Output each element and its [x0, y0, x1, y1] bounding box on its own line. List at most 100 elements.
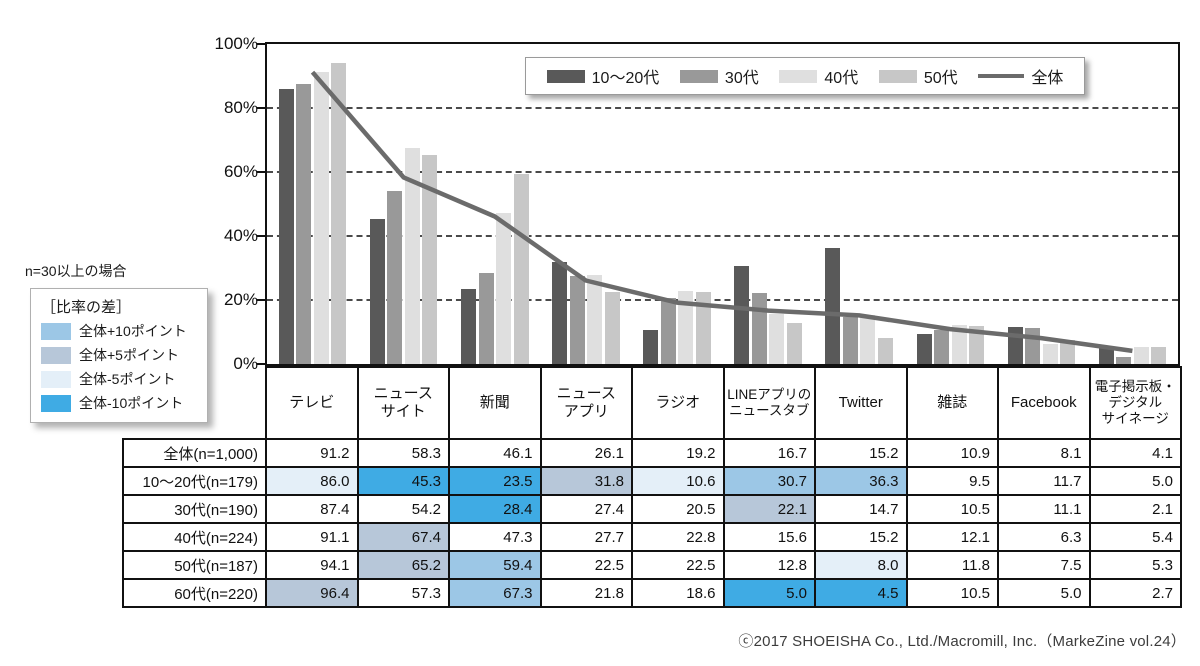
- bar-30代-電子掲示板・デジタルサイネージ: [1116, 357, 1132, 364]
- table-cell: 10.5: [905, 578, 999, 608]
- table-cell: 45.3: [356, 466, 450, 496]
- ratio-diff-items: 全体+10ポイント 全体+5ポイント 全体-5ポイント 全体-10ポイント: [41, 321, 199, 413]
- table-cell: 58.3: [356, 438, 450, 468]
- bar-40代-新聞: [496, 212, 511, 364]
- table-cell: 18.6: [631, 578, 725, 608]
- bar-50代-ラジオ: [695, 292, 711, 364]
- results-table: テレビ ニュース サイト 新聞 ニュース アプリ ラジオ LINEアプリの ニュースタブ T…: [122, 366, 1182, 608]
- gridline: [267, 171, 1178, 173]
- table-cell: 23.5: [448, 466, 542, 496]
- table-cell: 59.4: [448, 550, 542, 580]
- table-row: 40代(n=224) 91.1 67.4 47.3 27.7 22.8 15.6 15.2 12…: [122, 522, 1182, 552]
- bar-10〜20代-ニュースアプリ: [552, 262, 568, 364]
- legend-label: 10〜20代: [591, 70, 660, 87]
- legend-swatch: [546, 69, 585, 83]
- bar-10〜20代-ラジオ: [643, 330, 659, 364]
- table-header-cell: 雑誌: [905, 366, 999, 440]
- table-row: 全体(n=1,000) 91.2 58.3 46.1 26.1 19.2 16.7 15.2 1…: [122, 438, 1182, 468]
- bar-30代-Facebook: [1025, 328, 1041, 364]
- bar-10〜20代-雑誌: [916, 333, 932, 364]
- table-cell: 46.1: [448, 438, 542, 468]
- bar-10〜20代-ニュースサイト: [369, 219, 385, 364]
- table-cell: 86.0: [265, 466, 359, 496]
- legend-item-10〜20代: 10〜20代: [546, 64, 660, 88]
- bar-40代-Twitter: [860, 315, 876, 364]
- table-cell: 10.9: [905, 438, 999, 468]
- legend-item-全体: 全体: [978, 64, 1063, 88]
- table-cell: 15.2: [814, 438, 908, 468]
- bar-50代-ニュースアプリ: [604, 292, 620, 364]
- table-cell: 26.1: [539, 438, 633, 468]
- ratio-diff-item: 全体-5ポイント: [41, 369, 199, 389]
- table-row-label: 60代(n=220): [122, 578, 267, 608]
- table-cell: 22.5: [631, 550, 725, 580]
- ratio-diff-label: 全体+5ポイント: [79, 347, 179, 363]
- y-axis-tick: [257, 235, 265, 237]
- table-cell: 54.2: [356, 494, 450, 524]
- table-cell: 5.3: [1088, 550, 1182, 580]
- bar-50代-ニュースサイト: [422, 155, 438, 364]
- table-cell: 31.8: [539, 466, 633, 496]
- legend-swatch: [779, 69, 818, 83]
- table-cell: 30.7: [722, 466, 816, 496]
- legend-item-50代: 50代: [878, 64, 958, 88]
- table-cell: 12.8: [722, 550, 816, 580]
- table-cell: 8.1: [997, 438, 1091, 468]
- y-axis-label: 0%: [233, 354, 258, 373]
- table-cell: 65.2: [356, 550, 450, 580]
- ratio-diff-box: ［比率の差］ 全体+10ポイント 全体+5ポイント 全体-5ポイント 全体-10ポイン…: [30, 288, 208, 423]
- bar-10〜20代-LINEアプリのニュースタブ: [734, 265, 750, 364]
- table-cell: 27.7: [539, 522, 633, 552]
- table-cell: 22.5: [539, 550, 633, 580]
- legend-label: 30代: [724, 70, 759, 87]
- y-axis-tick: [257, 363, 265, 365]
- bar-10〜20代-Facebook: [1007, 326, 1023, 364]
- table-cell: 22.8: [631, 522, 725, 552]
- y-axis-label: 20%: [223, 290, 258, 309]
- table-cell: 9.5: [905, 466, 999, 496]
- table-row-label: 10〜20代(n=179): [122, 466, 267, 496]
- bar-50代-電子掲示板・デジタルサイネージ: [1151, 347, 1167, 364]
- bar-50代-Twitter: [877, 338, 893, 364]
- table-cell: 19.2: [631, 438, 725, 468]
- table-header-cell: Twitter: [814, 366, 908, 440]
- legend-swatch: [679, 69, 718, 83]
- y-axis-tick: [257, 171, 265, 173]
- bar-40代-LINEアプリのニュースタブ: [769, 314, 785, 364]
- y-axis-label: 80%: [223, 98, 258, 117]
- table-cell: 12.1: [905, 522, 999, 552]
- table-cell: 5.0: [722, 578, 816, 608]
- bar-40代-ラジオ: [678, 291, 694, 364]
- bar-30代-テレビ: [296, 84, 312, 364]
- bar-40代-ニュースアプリ: [587, 275, 603, 364]
- table-row-label: 40代(n=224): [122, 522, 267, 552]
- ratio-diff-swatch: [41, 370, 71, 388]
- legend-label: 全体: [1031, 70, 1064, 87]
- table-cell: 96.4: [265, 578, 359, 608]
- y-axis-label: 40%: [223, 226, 258, 245]
- ratio-diff-item: 全体+10ポイント: [41, 321, 199, 341]
- bar-30代-新聞: [478, 273, 494, 364]
- table-cell: 6.3: [997, 522, 1091, 552]
- table-cell: 21.8: [539, 578, 633, 608]
- table-cell: 4.1: [1088, 438, 1182, 468]
- bar-40代-テレビ: [313, 72, 329, 364]
- table-header-cell: Facebook: [997, 366, 1091, 440]
- y-axis-tick: [257, 43, 265, 45]
- table-cell: 11.8: [905, 550, 999, 580]
- table-cell: 7.5: [997, 550, 1091, 580]
- gridline: [267, 235, 1178, 237]
- table-cell: 4.5: [814, 578, 908, 608]
- plot-inner: [267, 44, 1178, 364]
- y-axis-tick: [257, 107, 265, 109]
- table-row: 30代(n=190) 87.4 54.2 28.4 27.4 20.5 22.1 14.7 10…: [122, 494, 1182, 524]
- bar-50代-新聞: [513, 173, 529, 364]
- bar-30代-ニュースサイト: [387, 190, 403, 364]
- legend-line-sample: [978, 74, 1025, 78]
- table-cell: 2.1: [1088, 494, 1182, 524]
- bar-40代-雑誌: [951, 325, 967, 364]
- legend-label: 40代: [824, 70, 859, 87]
- bar-10〜20代-電子掲示板・デジタルサイネージ: [1098, 348, 1114, 364]
- bar-50代-LINEアプリのニュースタブ: [786, 323, 802, 364]
- ratio-diff-swatch: [41, 322, 71, 340]
